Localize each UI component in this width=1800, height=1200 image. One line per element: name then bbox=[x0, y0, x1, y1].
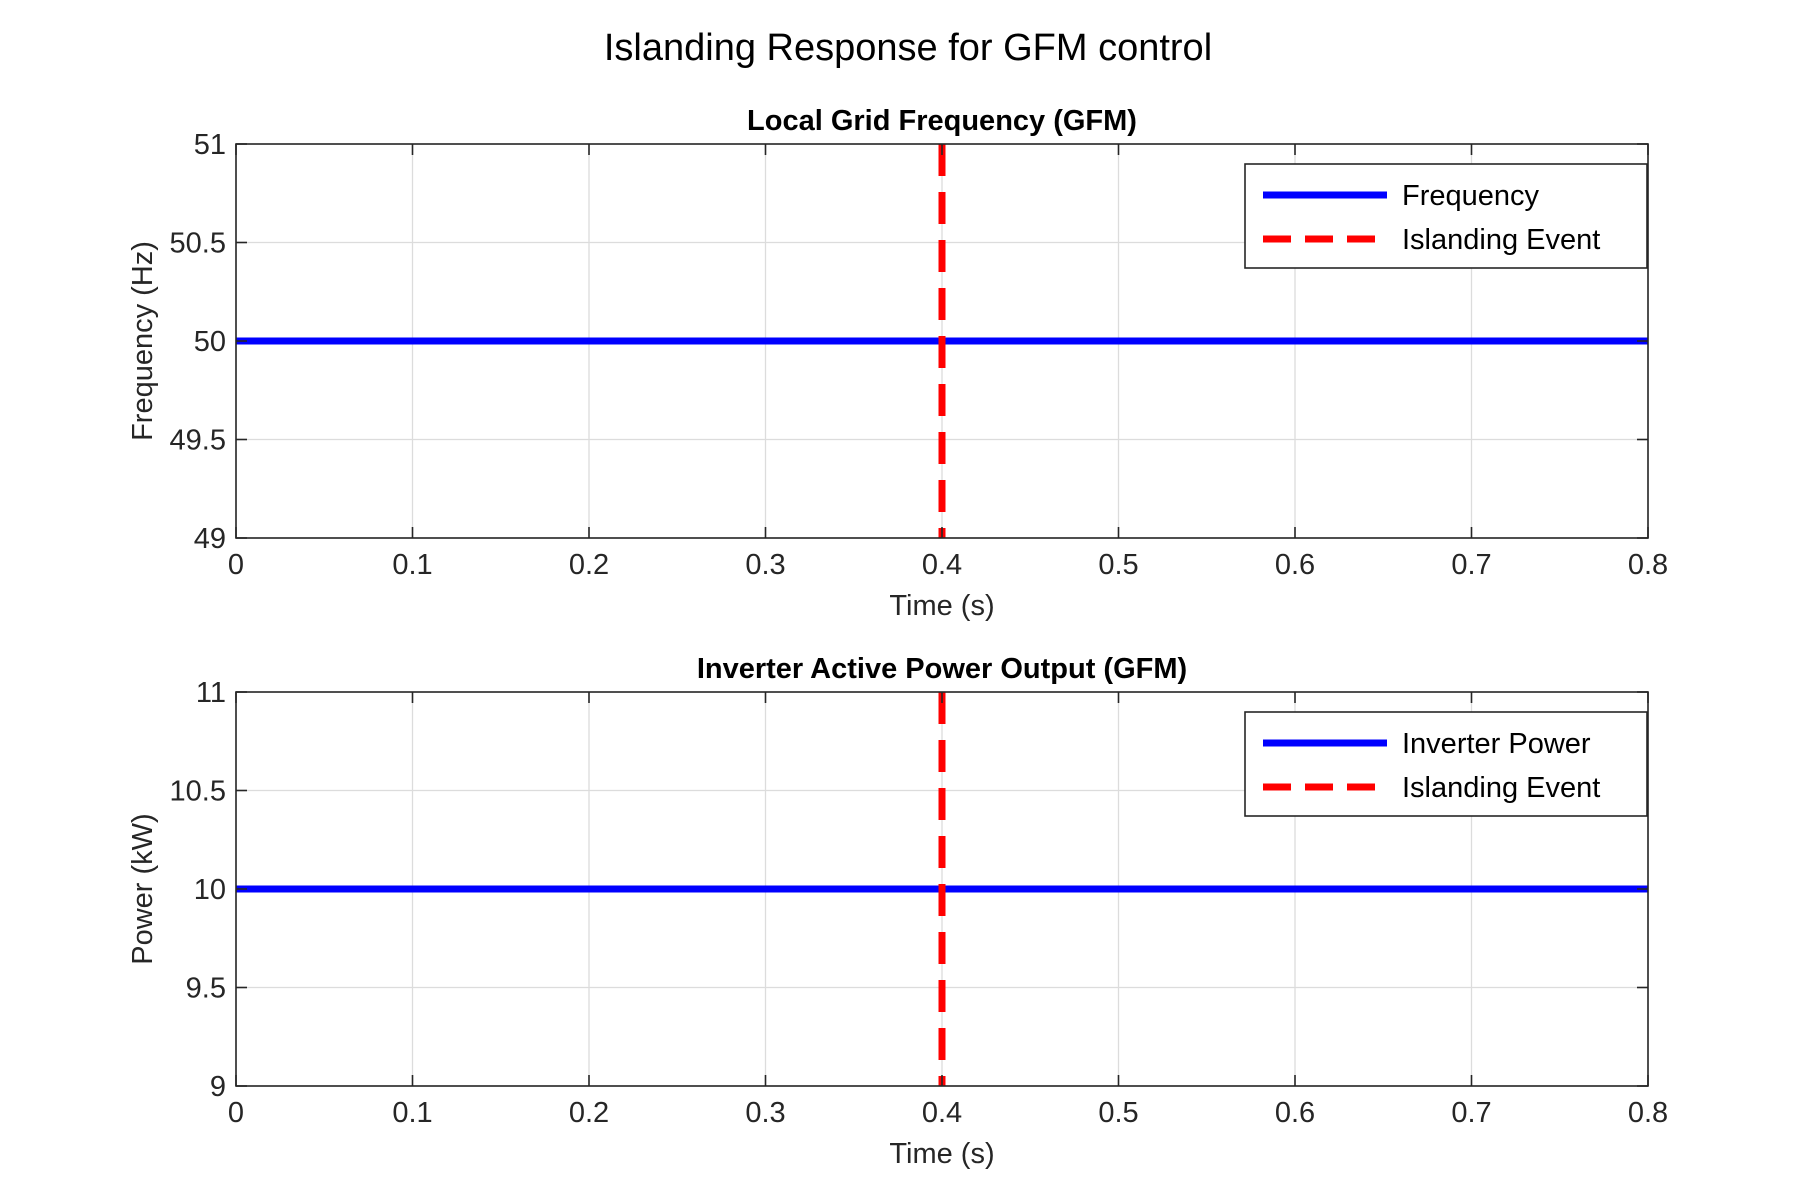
legend: Inverter Power Islanding Event bbox=[1244, 711, 1648, 817]
x-axis-label: Time (s) bbox=[889, 590, 994, 622]
legend-event-label: Islanding Event bbox=[1402, 224, 1600, 256]
y-tick-label: 50 bbox=[194, 326, 226, 358]
axes-title: Inverter Active Power Output (GFM) bbox=[697, 653, 1187, 685]
y-tick-label: 11 bbox=[196, 677, 226, 709]
x-tick-label: 0 bbox=[228, 549, 244, 581]
x-tick-label: 0.1 bbox=[392, 549, 432, 581]
x-tick-label: 0.3 bbox=[745, 1097, 785, 1129]
legend-box bbox=[1244, 711, 1648, 817]
y-tick-label: 10.5 bbox=[170, 776, 226, 808]
power-axes: 0 0.1 0.2 0.3 0.4 0.5 0.6 0.7 0.8 9 9.5 10 10.5 11 Inv… bbox=[127, 653, 1668, 1170]
x-tick-label: 0.4 bbox=[922, 549, 962, 581]
x-tick-label: 0.7 bbox=[1451, 1097, 1491, 1129]
figure-title: Islanding Response for GFM control bbox=[604, 27, 1212, 69]
axes-title: Local Grid Frequency (GFM) bbox=[747, 105, 1137, 137]
y-tick-label: 50.5 bbox=[170, 228, 226, 260]
legend-box bbox=[1244, 163, 1648, 269]
x-tick-label: 0.3 bbox=[745, 549, 785, 581]
x-tick-label: 0.2 bbox=[569, 549, 609, 581]
x-tick-label: 0.6 bbox=[1275, 549, 1315, 581]
legend-series-label: Inverter Power bbox=[1402, 728, 1591, 760]
x-tick-label: 0.5 bbox=[1098, 1097, 1138, 1129]
y-tick-label: 51 bbox=[194, 129, 226, 161]
legend-event-label: Islanding Event bbox=[1402, 772, 1600, 804]
y-tick-label: 9 bbox=[210, 1071, 226, 1103]
y-tick-label: 10 bbox=[194, 874, 226, 906]
y-tick-label: 49 bbox=[194, 523, 226, 555]
x-tick-label: 0.7 bbox=[1451, 549, 1491, 581]
x-tick-label: 0.2 bbox=[569, 1097, 609, 1129]
legend: Frequency Islanding Event bbox=[1244, 163, 1648, 269]
legend-series-label: Frequency bbox=[1402, 180, 1540, 212]
x-tick-label: 0.4 bbox=[922, 1097, 962, 1129]
y-axis-label: Frequency (Hz) bbox=[127, 241, 159, 441]
y-tick-label: 49.5 bbox=[170, 425, 226, 457]
x-tick-label: 0.8 bbox=[1628, 549, 1668, 581]
frequency-axes: 0 0.1 0.2 0.3 0.4 0.5 0.6 0.7 0.8 49 49.5 50 50.5 51 L… bbox=[127, 105, 1668, 622]
y-axis-label: Power (kW) bbox=[127, 813, 159, 964]
x-tick-label: 0.6 bbox=[1275, 1097, 1315, 1129]
x-tick-label: 0.5 bbox=[1098, 549, 1138, 581]
y-tick-label: 9.5 bbox=[186, 973, 226, 1005]
x-tick-label: 0.8 bbox=[1628, 1097, 1668, 1129]
x-tick-label: 0.1 bbox=[392, 1097, 432, 1129]
x-tick-label: 0 bbox=[228, 1097, 244, 1129]
x-axis-label: Time (s) bbox=[889, 1138, 994, 1170]
